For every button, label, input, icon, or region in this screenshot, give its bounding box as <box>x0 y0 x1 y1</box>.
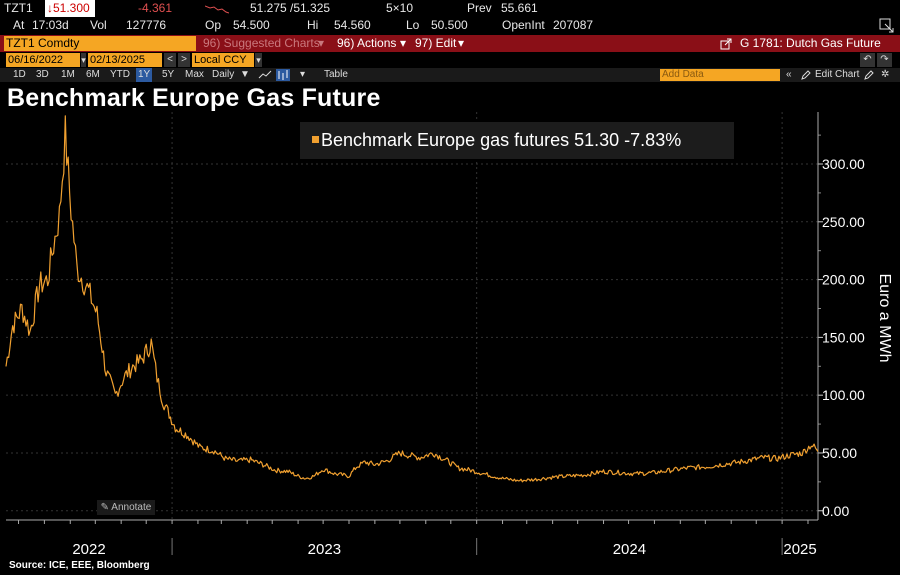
size: 5×10 <box>386 1 414 15</box>
edit-arrow-icon[interactable]: ▾ <box>458 36 465 50</box>
suggested-charts-arrow-icon[interactable]: ▾ <box>318 36 325 50</box>
bar-chart-icon[interactable] <box>276 69 290 81</box>
gridlines <box>6 112 818 520</box>
pencil-small-icon[interactable] <box>864 70 874 80</box>
period-1y[interactable]: 1Y <box>136 68 153 82</box>
period-1d[interactable]: 1D <box>13 69 26 80</box>
x-tick-label: 2022 <box>72 541 105 558</box>
net-change: -4.361 <box>138 1 173 15</box>
legend-swatch <box>312 136 319 143</box>
period-6m[interactable]: 6M <box>86 69 100 80</box>
op-label: Op <box>205 18 222 32</box>
bid-ask: 51.275 /51.325 <box>250 1 331 15</box>
vol-value: 127776 <box>126 18 167 32</box>
quote-bar: TZT1 ↓51.300 -4.361 51.275 /51.325 5×10 … <box>0 0 900 17</box>
ticker[interactable]: TZT1 <box>4 1 33 15</box>
command-bar: TZT1 Comdty 96) Suggested Charts ▾ 96) A… <box>0 35 900 52</box>
edit-menu[interactable]: 97) Edit <box>415 36 457 50</box>
suggested-charts-menu[interactable]: 96) Suggested Charts <box>203 36 320 50</box>
period-bar: 1D 3D 1M 6M YTD 1Y 5Y Max Daily ▼ ▾ Tabl… <box>0 68 900 82</box>
y-tick-label: 100.00 <box>822 387 865 403</box>
prev-value: 55.661 <box>501 1 538 15</box>
x-tick-label: 2024 <box>613 541 646 558</box>
actions-arrow-icon[interactable]: ▾ <box>400 36 407 50</box>
y-tick-label: 0.00 <box>822 503 849 519</box>
prev-range-icon[interactable]: < <box>164 53 176 67</box>
currency-dropdown-icon[interactable]: ▾ <box>255 53 262 67</box>
lo-value: 50.500 <box>431 18 468 32</box>
add-data-input[interactable]: Add Data <box>660 69 780 81</box>
chart-title: Benchmark Europe Gas Future <box>7 84 381 112</box>
source-note: Source: ICE, EEE, Bloomberg <box>9 560 150 571</box>
y-tick-label: 250.00 <box>822 214 865 230</box>
pop-out-icon[interactable] <box>879 18 895 33</box>
actions-menu[interactable]: 96) Actions <box>337 36 397 50</box>
undo-icon[interactable]: ↶ <box>860 53 875 67</box>
legend: Benchmark Europe gas futures 51.30 -7.83… <box>300 122 734 159</box>
line-chart-icon[interactable] <box>258 70 272 80</box>
launch-icon[interactable] <box>720 38 732 50</box>
annotate-label: Annotate <box>111 502 152 513</box>
last-price: ↓51.300 <box>45 0 95 17</box>
pencil-icon: ✎ <box>100 502 112 513</box>
prev-label: Prev <box>467 1 492 15</box>
openint-label: OpenInt <box>502 18 545 32</box>
series-line <box>5 115 819 483</box>
lo-label: Lo <box>406 18 420 32</box>
end-date-input[interactable]: 02/13/2025 <box>88 53 162 67</box>
y-axis: 0.00 50.00 100.00 150.00 200.00 250.00 300.00 <box>817 112 865 520</box>
start-date-dropdown-icon[interactable]: ▾ <box>81 53 86 67</box>
date-range-bar: 06/16/2022 ▾ 02/13/2025 < > Local CCY ▾ … <box>0 53 900 68</box>
sparkline-icon <box>205 5 229 14</box>
currency-select[interactable]: Local CCY <box>192 53 254 67</box>
annotate-button[interactable]: ✎ Annotate <box>97 500 155 515</box>
frequency-select[interactable]: Daily <box>212 69 235 80</box>
openint-value: 207087 <box>553 18 594 32</box>
y-tick-label: 300.00 <box>822 156 865 172</box>
redo-icon[interactable]: ↷ <box>877 53 892 67</box>
security-field[interactable]: TZT1 Comdty <box>4 36 196 51</box>
settings-gear-icon[interactable]: ✲ <box>881 69 890 80</box>
collapse-icon[interactable]: « <box>786 69 792 80</box>
table-button[interactable]: Table <box>324 69 348 80</box>
start-date-input[interactable]: 06/16/2022 <box>6 53 80 67</box>
op-value: 54.500 <box>233 18 270 32</box>
time: 17:03d <box>32 18 69 32</box>
period-ytd[interactable]: YTD <box>110 69 130 80</box>
period-5y[interactable]: 5Y <box>162 69 175 80</box>
y-tick-label: 150.00 <box>822 329 865 345</box>
x-tick-label: 2025 <box>783 541 816 558</box>
y-axis-label: Euro a MWh <box>876 274 893 363</box>
period-1m[interactable]: 1M <box>61 69 75 80</box>
x-axis: 2022 2023 2024 2025 <box>6 519 818 558</box>
hi-value: 54.560 <box>334 18 371 32</box>
vol-label: Vol <box>90 18 107 32</box>
function-title: G 1781: Dutch Gas Future <box>740 36 881 50</box>
next-range-icon[interactable]: > <box>178 53 190 67</box>
x-tick-label: 2023 <box>308 541 341 558</box>
edit-chart-button[interactable]: Edit Chart <box>815 69 860 80</box>
frequency-arrow-icon[interactable]: ▼ <box>240 69 250 80</box>
at-label: At <box>13 18 25 32</box>
y-tick-label: 200.00 <box>822 272 865 288</box>
pencil-icon[interactable] <box>801 70 811 80</box>
hi-label: Hi <box>307 18 319 32</box>
chart-type-arrow-icon[interactable]: ▾ <box>300 69 306 80</box>
period-3d[interactable]: 3D <box>36 69 49 80</box>
quote-detail-bar: At 17:03d Vol 127776 Op 54.500 Hi 54.560… <box>0 17 900 34</box>
y-tick-label: 50.00 <box>822 445 857 461</box>
legend-text: Benchmark Europe gas futures 51.30 -7.83… <box>321 130 682 150</box>
period-max[interactable]: Max <box>185 69 204 80</box>
